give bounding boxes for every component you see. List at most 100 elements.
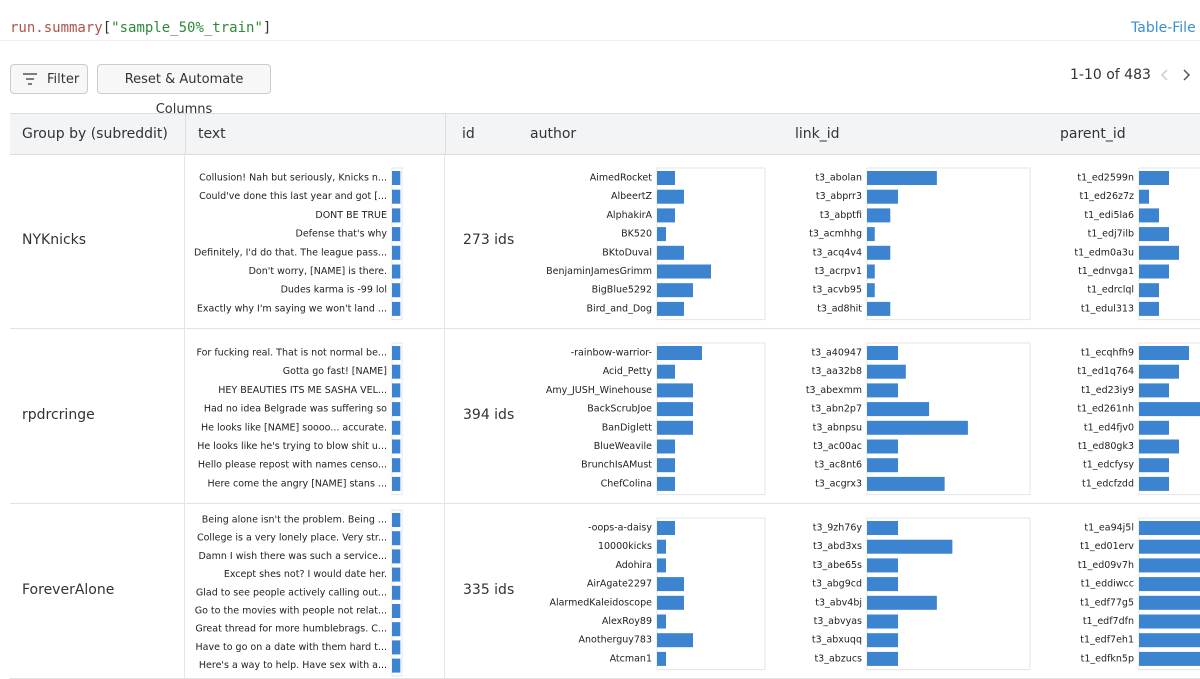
bar bbox=[867, 633, 899, 648]
bar-label: t3_9zh76y bbox=[813, 523, 863, 534]
bar bbox=[657, 558, 666, 573]
bar bbox=[657, 595, 684, 610]
bar-label: Acid_Petty bbox=[603, 366, 653, 377]
bar-label: BKtoDuval bbox=[602, 247, 652, 258]
bar-label: Had no idea Belgrade was suffering so bbox=[204, 404, 387, 415]
panel-type[interactable]: Table-File bbox=[1131, 20, 1196, 36]
bar bbox=[392, 420, 401, 435]
bar-label: t1_ed1q764 bbox=[1077, 366, 1134, 377]
bar bbox=[867, 614, 899, 629]
bar-label: t3_abd3xs bbox=[813, 541, 862, 552]
bar-label: -rainbow-warrior- bbox=[571, 348, 652, 359]
bar bbox=[867, 208, 891, 223]
bar-label: AlexRoy89 bbox=[602, 616, 652, 627]
bar bbox=[657, 189, 684, 204]
chart-frame bbox=[866, 342, 1031, 496]
bar-label: DONT BE TRUE bbox=[315, 210, 387, 221]
bar-label: Atcman1 bbox=[610, 653, 652, 664]
column-header: text bbox=[198, 114, 446, 154]
bar-label: t1_edrclql bbox=[1087, 285, 1134, 296]
mini-bar-chart: Collusion! Nah but seriously, Knicks n..… bbox=[194, 167, 403, 321]
bar bbox=[392, 585, 401, 600]
chart-frame bbox=[656, 167, 766, 321]
chart-frame bbox=[656, 342, 766, 496]
bar bbox=[657, 458, 675, 473]
bar bbox=[392, 208, 401, 223]
bar bbox=[657, 651, 666, 666]
bar bbox=[1139, 521, 1200, 535]
bar-label: Being alone isn't the problem. Being ... bbox=[202, 515, 387, 526]
bar bbox=[1139, 264, 1169, 279]
mini-bar-chart: t3_a40947 t3_aa32b8 t3_abexmm t3_abn2p7 t3_a… bbox=[806, 342, 1031, 496]
bar bbox=[867, 346, 899, 360]
bar bbox=[1139, 283, 1159, 298]
bar-label: Here's a way to help. Have sex with a... bbox=[199, 660, 387, 671]
bar bbox=[867, 283, 875, 298]
bar bbox=[1139, 189, 1149, 204]
cell bbox=[185, 153, 445, 328]
group-value: rpdrcringe bbox=[22, 407, 95, 423]
bar bbox=[657, 383, 693, 398]
bar-label: t1_edfkn5p bbox=[1081, 653, 1134, 664]
table-row: NYKnicks 273 ids Collusion! Nah but seriou… bbox=[10, 153, 1200, 329]
mini-bar-chart: t1_ea94j5l t1_ed01erv t1_ed09v7h t1_eddiwcc… bbox=[1078, 517, 1200, 671]
bar bbox=[657, 521, 675, 535]
bar bbox=[1139, 208, 1159, 223]
table-header: Group by (subreddit) text id author link_id p… bbox=[10, 113, 1200, 155]
bar bbox=[867, 521, 899, 535]
bar bbox=[1139, 227, 1169, 242]
bar bbox=[867, 245, 891, 260]
bar bbox=[1139, 595, 1200, 610]
bar-label: HEY BEAUTIES ITS ME SASHA VEL... bbox=[218, 385, 387, 396]
divider bbox=[0, 40, 1200, 41]
bar-label: t1_ed09v7h bbox=[1078, 560, 1134, 571]
bar bbox=[867, 476, 945, 491]
bar-label: -oops-a-daisy bbox=[588, 523, 652, 534]
bar-label: t3_abvyas bbox=[814, 616, 862, 627]
column-header: id bbox=[462, 126, 475, 142]
reset-label: Reset & Automate Columns bbox=[124, 72, 244, 117]
bar-label: t1_edm0a3u bbox=[1074, 247, 1134, 258]
cell bbox=[185, 503, 445, 678]
bar-label: BlueWeavile bbox=[594, 441, 652, 452]
filter-label: Filter bbox=[47, 72, 80, 87]
bar-label: t3_abzucs bbox=[814, 653, 862, 664]
bar-label: t1_edi5la6 bbox=[1084, 210, 1134, 221]
bar-label: t1_ed26z7z bbox=[1080, 191, 1135, 202]
code-key: "sample_50%_train" bbox=[111, 20, 263, 36]
bar-label: Go to the movies with people not relat..… bbox=[195, 606, 387, 617]
bar-label: t3_abexmm bbox=[806, 385, 862, 396]
filter-button[interactable]: Filter bbox=[10, 64, 88, 94]
pager-arrows[interactable] bbox=[1158, 67, 1194, 83]
bar bbox=[392, 531, 401, 546]
bar-label: t3_abn2p7 bbox=[811, 404, 862, 415]
mini-bar-chart: t3_abolan t3_abprr3 t3_abptfi t3_acmhhg t3_a… bbox=[809, 167, 1031, 321]
chart-frame bbox=[1138, 167, 1200, 321]
bar-label: t3_acvb95 bbox=[813, 285, 862, 296]
mini-bar-chart: -rainbow-warrior- Acid_Petty Amy_JUSH_Wine… bbox=[546, 342, 766, 496]
bar-label: t3_acrpv1 bbox=[815, 266, 862, 277]
bar bbox=[867, 189, 899, 204]
bar-label: Definitely, I'd do that. The league pass… bbox=[194, 247, 387, 258]
bar bbox=[392, 513, 401, 527]
column-header: parent_id bbox=[1060, 126, 1126, 142]
bar-label: t1_edf7eh1 bbox=[1080, 635, 1134, 646]
bar bbox=[657, 264, 711, 279]
bar-label: t1_eddiwcc bbox=[1081, 579, 1134, 590]
bar bbox=[867, 577, 899, 592]
column-header: link_id bbox=[795, 126, 840, 142]
bar-label: BigBlue5292 bbox=[592, 285, 652, 296]
bar-label: Here come the angry [NAME] stans ... bbox=[207, 478, 387, 489]
bar bbox=[392, 346, 401, 360]
bar bbox=[392, 622, 401, 637]
bar-label: Have to go on a date with them hard t... bbox=[196, 642, 387, 653]
reset-button[interactable]: Reset & Automate Columns bbox=[97, 64, 271, 117]
bar-label: t3_abnpsu bbox=[813, 422, 862, 433]
bar-label: Exactly why I'm saying we won't land ... bbox=[197, 303, 387, 314]
bar bbox=[1139, 301, 1159, 316]
bar bbox=[657, 577, 684, 592]
bar-label: BK520 bbox=[621, 229, 652, 240]
bar bbox=[1139, 171, 1169, 185]
bar bbox=[867, 595, 937, 610]
